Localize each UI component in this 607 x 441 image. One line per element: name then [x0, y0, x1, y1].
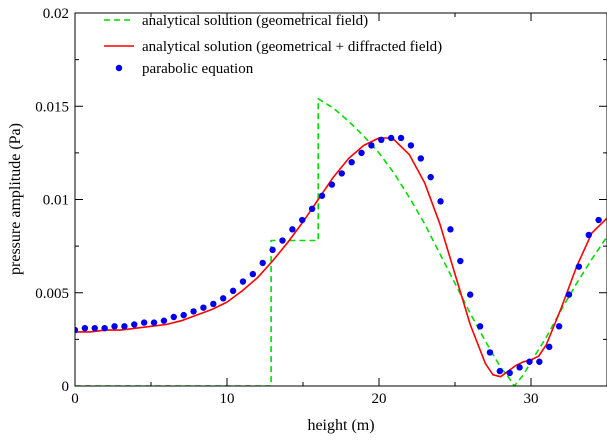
parabolic-equation-point — [289, 226, 296, 233]
parabolic-equation-point — [200, 304, 207, 311]
parabolic-equation-point — [75, 326, 79, 334]
parabolic-equation-point — [467, 291, 474, 298]
parabolic-equation-point — [496, 367, 504, 375]
parabolic-equation-point — [546, 343, 553, 351]
parabolic-equation-point — [526, 358, 533, 365]
parabolic-equation-point — [308, 205, 316, 213]
parabolic-equation-point — [378, 136, 385, 144]
parabolic-equation-point — [575, 263, 583, 270]
parabolic-equation-point — [259, 259, 266, 267]
parabolic-equation-point — [121, 323, 128, 330]
parabolic-equation-point — [585, 231, 592, 239]
parabolic-equation-point — [239, 278, 247, 285]
parabolic-equation-point — [180, 311, 187, 319]
y-tick-label: 0.01 — [43, 193, 69, 209]
x-tick-label: 20 — [372, 391, 387, 407]
parabolic-equation-point — [457, 257, 464, 265]
y-axis-label: pressure amplitude (Pa) — [7, 123, 24, 275]
x-axis-label: height (m) — [307, 417, 374, 434]
parabolic-equation-point — [140, 319, 148, 326]
legend-marker-parabolic — [115, 64, 123, 72]
parabolic-equation-point — [358, 149, 365, 157]
parabolic-equation-point — [397, 134, 405, 142]
parabolic-equation-point — [595, 216, 602, 224]
legend-label-parabolic: parabolic equation — [142, 61, 254, 77]
parabolic-equation-point — [328, 181, 336, 188]
parabolic-equation-point — [229, 287, 237, 295]
parabolic-equation-point — [269, 246, 276, 254]
parabolic-equation-point — [190, 308, 197, 315]
parabolic-equation-point — [210, 300, 217, 308]
parabolic-equation-point — [447, 226, 454, 233]
parabolic-equation-point — [150, 319, 158, 326]
parabolic-equation-point — [220, 295, 227, 302]
parabolic-equation-point — [555, 323, 563, 330]
parabolic-equation-point — [91, 324, 98, 332]
x-tick-label: 30 — [524, 391, 539, 407]
parabolic-equation-point — [81, 324, 89, 332]
parabolic-equation-point — [536, 358, 543, 365]
parabolic-equation-point — [318, 192, 326, 199]
legend-label-diffracted: analytical solution (geometrical + diffr… — [142, 39, 442, 55]
parabolic-equation-point — [417, 155, 424, 162]
y-tick-label: 0.005 — [35, 286, 69, 302]
parabolic-equation-point — [338, 170, 345, 177]
legend-label-geometrical: analytical solution (geometrical field) — [142, 13, 368, 29]
parabolic-equation-point — [476, 323, 484, 330]
y-tick-label: 0.015 — [35, 99, 69, 115]
parabolic-equation-point — [437, 198, 444, 205]
parabolic-equation-point — [387, 134, 395, 142]
parabolic-equation-point — [170, 313, 177, 321]
parabolic-equation-point — [111, 323, 118, 330]
y-tick-label: 0.02 — [43, 6, 69, 22]
geometrical-field-line — [75, 98, 607, 386]
parabolic-equation-point — [565, 291, 573, 298]
parabolic-equation-point — [368, 142, 375, 149]
x-tick-label: 0 — [71, 391, 79, 407]
parabolic-equation-point — [160, 317, 168, 324]
parabolic-equation-point — [131, 321, 138, 328]
parabolic-equation-point — [407, 142, 415, 149]
parabolic-equation-point — [348, 159, 355, 166]
plot-area — [75, 98, 607, 386]
parabolic-equation-point — [506, 369, 513, 377]
legend: analytical solution (geometrical field) … — [104, 13, 442, 77]
y-tick-label: 0 — [62, 379, 70, 395]
parabolic-equation-point — [101, 324, 108, 332]
x-tick-label: 10 — [220, 391, 235, 407]
parabolic-equation-point — [249, 270, 257, 278]
parabolic-equation-point — [427, 173, 434, 181]
parabolic-equation-point — [516, 364, 523, 371]
parabolic-equation-point — [299, 216, 306, 224]
parabolic-equation-point — [279, 237, 286, 244]
parabolic-equation-point — [486, 349, 494, 356]
